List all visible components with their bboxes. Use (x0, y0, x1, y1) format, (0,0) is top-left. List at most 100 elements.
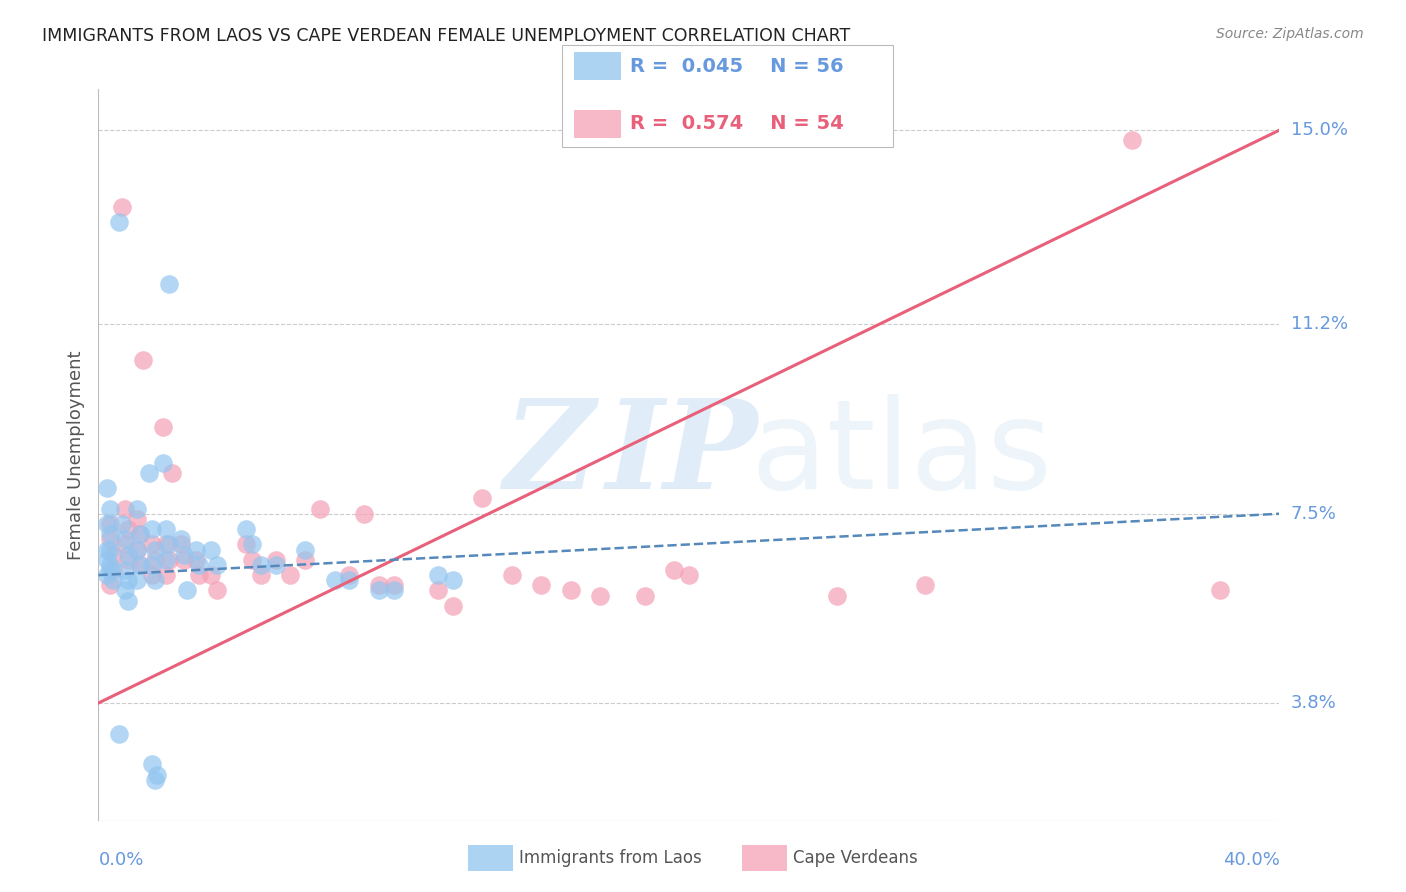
Point (141, 537, 163, 551)
Point (309, 501, 332, 516)
Point (96, 542, 118, 557)
Point (187, 568, 209, 582)
Point (96, 481, 118, 495)
Point (200, 568, 222, 582)
Point (96, 553, 118, 567)
Point (152, 419, 174, 434)
Point (187, 558, 209, 572)
Point (141, 757, 163, 772)
Point (117, 593, 139, 607)
Point (111, 516, 134, 531)
Point (146, 767, 169, 781)
Point (125, 542, 148, 557)
Point (98, 558, 121, 572)
Point (128, 527, 150, 541)
Point (200, 542, 222, 557)
Point (589, 589, 612, 603)
Point (103, 548, 125, 562)
Point (111, 200, 134, 214)
Text: IMMIGRANTS FROM LAOS VS CAPE VERDEAN FEMALE UNEMPLOYMENT CORRELATION CHART: IMMIGRANTS FROM LAOS VS CAPE VERDEAN FEM… (42, 27, 851, 45)
Point (117, 522, 139, 536)
Point (240, 553, 263, 567)
Text: 7.5%: 7.5% (1291, 505, 1337, 523)
Point (141, 558, 163, 572)
Point (184, 553, 207, 567)
Point (264, 553, 287, 567)
Point (103, 573, 125, 587)
Point (98, 533, 121, 547)
Point (501, 568, 523, 582)
Point (170, 537, 193, 551)
Point (633, 589, 655, 603)
Point (98, 527, 121, 541)
Point (117, 548, 139, 562)
Point (240, 537, 263, 551)
Point (294, 542, 316, 557)
Point (235, 537, 257, 551)
Point (125, 512, 148, 526)
Point (125, 542, 148, 557)
Point (114, 563, 136, 577)
Text: R =  0.045    N = 56: R = 0.045 N = 56 (630, 56, 844, 76)
Text: Source: ZipAtlas.com: Source: ZipAtlas.com (1216, 27, 1364, 41)
Text: atlas: atlas (751, 394, 1053, 516)
Point (1209, 583, 1232, 598)
Point (427, 583, 450, 598)
Point (155, 553, 177, 567)
Point (382, 583, 405, 598)
Text: 15.0%: 15.0% (1291, 121, 1347, 139)
Point (132, 353, 155, 368)
Point (98, 501, 121, 516)
Point (141, 522, 163, 536)
Text: Immigrants from Laos: Immigrants from Laos (519, 849, 702, 867)
Point (825, 589, 848, 603)
Point (108, 215, 131, 229)
Point (162, 466, 183, 480)
Point (184, 542, 207, 557)
Point (152, 456, 174, 470)
Point (114, 533, 136, 547)
Point (441, 573, 464, 587)
Text: R =  0.574    N = 54: R = 0.574 N = 54 (630, 114, 844, 134)
Point (96, 568, 118, 582)
Point (128, 558, 150, 572)
Text: Cape Verdeans: Cape Verdeans (793, 849, 918, 867)
Point (128, 527, 150, 541)
Point (278, 568, 302, 582)
Point (157, 537, 180, 551)
Point (117, 553, 139, 567)
Point (96, 516, 118, 531)
Point (170, 533, 193, 547)
Text: Z: Z (503, 394, 595, 516)
Text: 0.0%: 0.0% (98, 851, 143, 869)
Point (98, 578, 121, 592)
Point (155, 568, 177, 582)
Point (664, 563, 686, 577)
Point (441, 599, 464, 613)
Point (235, 522, 257, 536)
Point (205, 583, 228, 598)
Point (368, 578, 391, 592)
Point (323, 573, 346, 587)
Point (368, 583, 391, 598)
Text: IP: IP (606, 394, 759, 516)
Point (103, 563, 125, 577)
Text: 11.2%: 11.2% (1291, 316, 1348, 334)
Point (143, 553, 166, 567)
Point (914, 578, 936, 592)
Point (250, 558, 273, 572)
Point (98, 542, 121, 557)
Point (125, 573, 148, 587)
Point (128, 558, 150, 572)
Point (114, 501, 136, 516)
Point (173, 548, 195, 562)
Point (125, 501, 148, 516)
Point (205, 558, 228, 572)
Y-axis label: Female Unemployment: Female Unemployment (66, 351, 84, 559)
Point (143, 542, 166, 557)
Point (471, 491, 494, 506)
Point (678, 568, 700, 582)
Point (114, 537, 136, 551)
Point (98, 563, 121, 577)
Point (530, 578, 553, 592)
